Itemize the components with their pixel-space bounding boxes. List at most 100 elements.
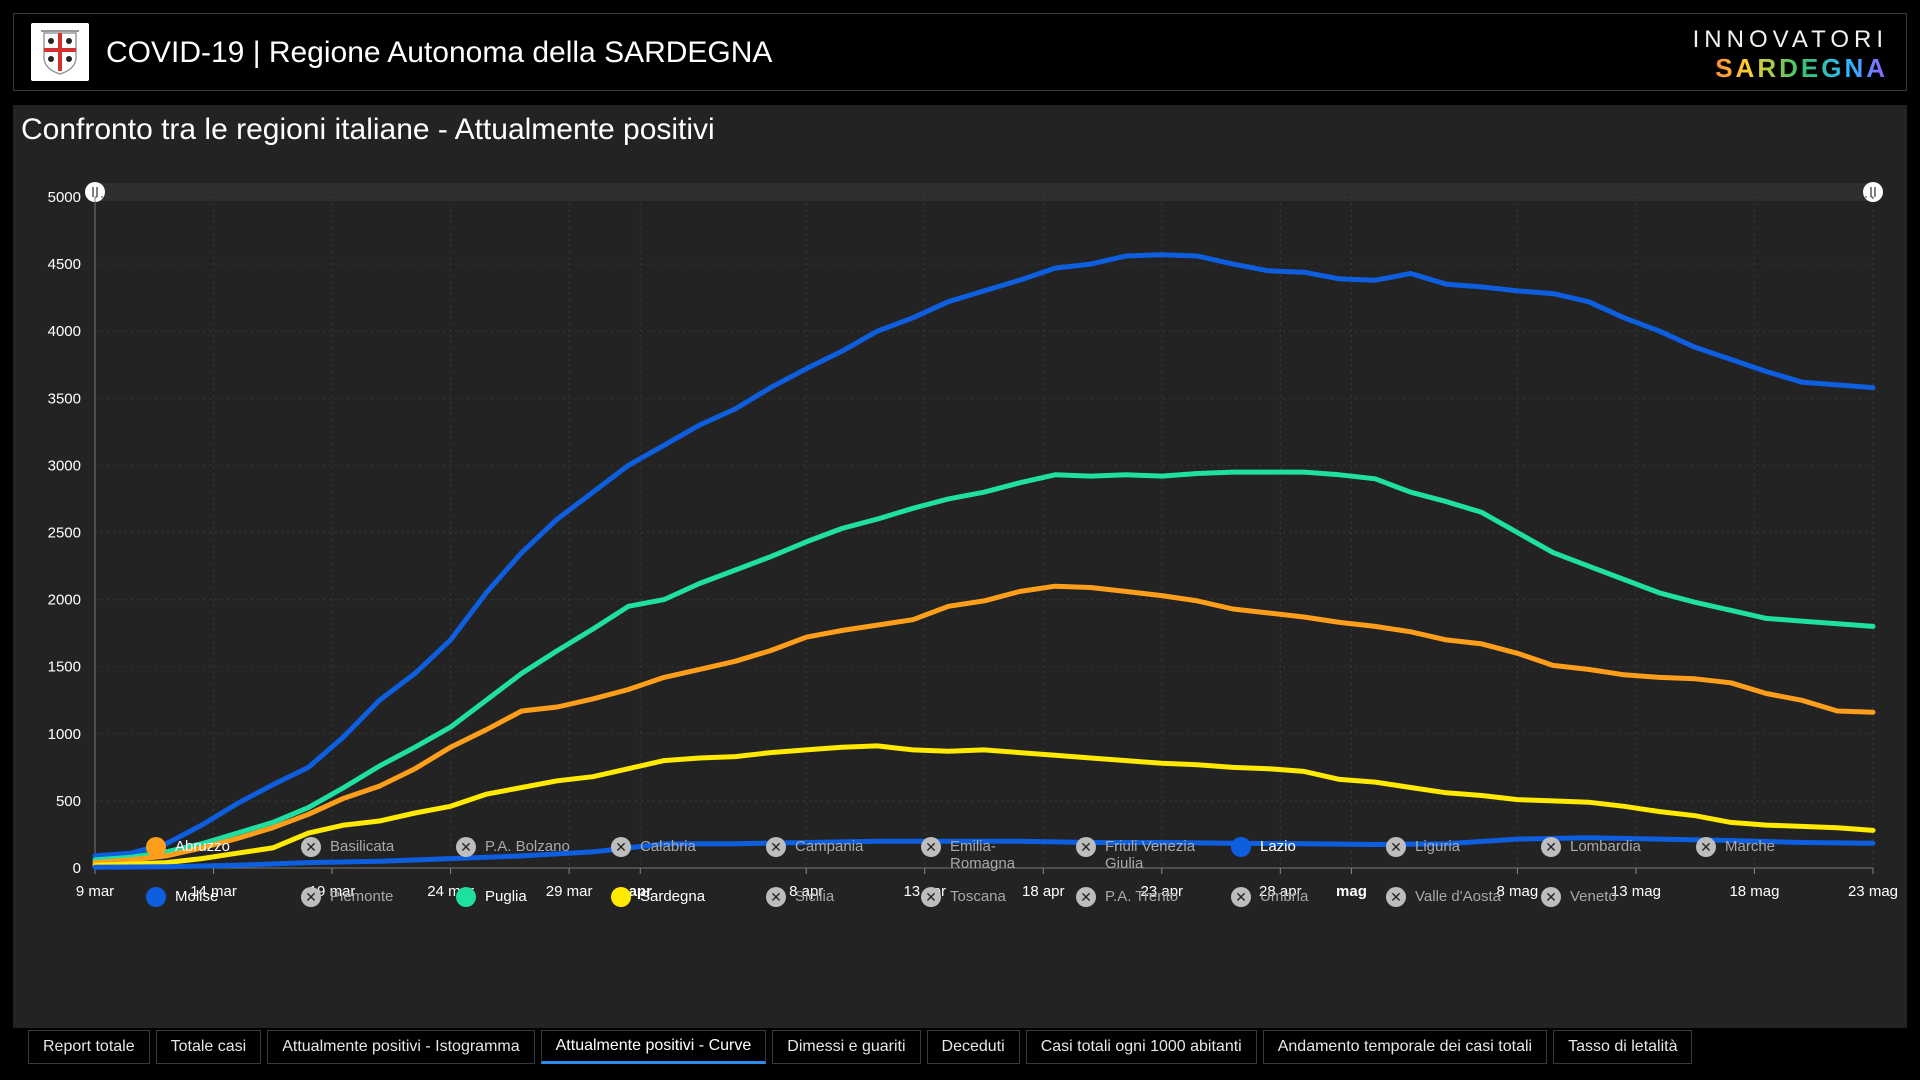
legend-item-emilia-romagna[interactable]: ✕ Emilia-Romagna [921, 837, 1055, 872]
legend-disabled-icon: ✕ [1541, 887, 1561, 907]
legend-item-lazio[interactable]: Lazio [1231, 837, 1365, 857]
legend-label: Valle d'Aosta [1415, 888, 1501, 905]
tab-attualmente-positivi-istogramma[interactable]: Attualmente positivi - Istogramma [267, 1030, 535, 1064]
legend-label: Lazio [1260, 838, 1296, 855]
y-tick-label: 2000 [48, 592, 81, 609]
x-tick-label: 29 mar [546, 883, 593, 900]
y-tick-label: 1000 [48, 726, 81, 743]
legend-disabled-icon: ✕ [1076, 887, 1096, 907]
legend-label: Piemonte [330, 888, 394, 905]
legend-color-dot [611, 887, 631, 907]
legend-disabled-icon: ✕ [301, 837, 321, 857]
legend-item-toscana[interactable]: ✕ Toscana [921, 887, 1055, 907]
tab-report-totale[interactable]: Report totale [28, 1030, 150, 1064]
range-slider-handle-right[interactable] [1863, 182, 1883, 202]
legend-disabled-icon: ✕ [766, 887, 786, 907]
tab-dimessi-e-guariti[interactable]: Dimessi e guariti [772, 1030, 921, 1064]
legend-label: Basilicata [330, 838, 395, 855]
legend-disabled-icon: ✕ [766, 837, 786, 857]
legend-disabled-icon: ✕ [611, 837, 631, 857]
innovatori-sardegna-logo: INNOVATORI SARDEGNA [1693, 28, 1888, 82]
legend-label: Veneto [1570, 888, 1617, 905]
line-chart[interactable]: 0 500 1000 1500 2000 2500 3000 3500 4000 4500 5000… [13, 105, 1907, 1028]
legend-item-p-a-bolzano[interactable]: ✕ P.A. Bolzano [456, 837, 590, 857]
legend-disabled-icon: ✕ [921, 837, 941, 857]
y-tick-label: 3500 [48, 390, 81, 407]
app-title: COVID-19 | Regione Autonoma della SARDEG… [106, 36, 773, 69]
y-tick-label: 500 [56, 793, 81, 810]
tab-deceduti[interactable]: Deceduti [926, 1030, 1020, 1064]
chart-title: Confronto tra le regioni italiane - Attu… [21, 113, 715, 146]
legend-label: Lombardia [1570, 838, 1641, 855]
legend-disabled-icon: ✕ [1076, 837, 1096, 857]
legend-label: Abruzzo [175, 838, 231, 855]
series-line-sardegna[interactable] [92, 743, 1876, 868]
legend-disabled-icon: ✕ [301, 887, 321, 907]
x-tick-label: 14 mar [190, 883, 237, 900]
legend-item-piemonte[interactable]: ✕ Piemonte [301, 887, 435, 907]
app-header: COVID-19 | Regione Autonoma della SARDEG… [13, 13, 1907, 91]
legend-item-p-a-trento[interactable]: ✕ P.A. Trento [1076, 887, 1210, 907]
legend-disabled-icon: ✕ [1386, 887, 1406, 907]
y-tick-label: 4000 [48, 323, 81, 340]
legend-label: Sicilia [795, 888, 835, 905]
x-tick-label: 23 apr [1141, 883, 1184, 900]
series-line-puglia[interactable] [92, 469, 1876, 863]
chart-legend: Abruzzo ✕ Basilicata ✕ P.A. Bolzano ✕ Calabria… [13, 105, 1907, 1028]
y-tick-label: 2500 [48, 525, 81, 542]
legend-item-veneto[interactable]: ✕ Veneto [1541, 887, 1675, 907]
y-tick-label: 4500 [48, 256, 81, 273]
y-tick-label: 5000 [48, 189, 81, 206]
legend-label: Calabria [640, 838, 696, 855]
series-line-lazio[interactable] [92, 252, 1876, 859]
legend-item-valle-d-aosta[interactable]: ✕ Valle d'Aosta [1386, 887, 1520, 907]
chart-panel: Confronto tra le regioni italiane - Attu… [13, 105, 1907, 1028]
legend-item-molise[interactable]: Molise [146, 887, 280, 907]
legend-item-campania[interactable]: ✕ Campania [766, 837, 900, 857]
legend-label: Emilia-Romagna [950, 838, 1016, 872]
tab-casi-totali-ogni-1000-abitanti[interactable]: Casi totali ogni 1000 abitanti [1025, 1030, 1257, 1064]
tab-andamento-temporale-dei-casi-totali[interactable]: Andamento temporale dei casi totali [1262, 1030, 1548, 1064]
legend-item-abruzzo[interactable]: Abruzzo [146, 837, 280, 857]
legend-label: Umbria [1260, 888, 1309, 905]
legend-label: P.A. Bolzano [485, 838, 570, 855]
legend-item-marche[interactable]: ✕ Marche [1696, 837, 1830, 857]
range-slider-handle-left[interactable] [85, 182, 105, 202]
legend-item-basilicata[interactable]: ✕ Basilicata [301, 837, 435, 857]
legend-color-dot [146, 837, 166, 857]
x-tick-label: apr [629, 883, 653, 900]
legend-item-lombardia[interactable]: ✕ Lombardia [1541, 837, 1675, 857]
legend-item-friuli-venezia-giulia[interactable]: ✕ Friuli Venezia Giulia [1076, 837, 1210, 872]
tab-totale-casi[interactable]: Totale casi [155, 1030, 262, 1064]
legend-disabled-icon: ✕ [1541, 837, 1561, 857]
legend-disabled-icon: ✕ [1386, 837, 1406, 857]
legend-item-sicilia[interactable]: ✕ Sicilia [766, 887, 900, 907]
x-tick-label: 28 apr [1259, 883, 1302, 900]
legend-disabled-icon: ✕ [1696, 837, 1716, 857]
x-tick-label: 23 mag [1848, 883, 1898, 900]
legend-item-umbria[interactable]: ✕ Umbria [1231, 887, 1365, 907]
sardegna-coat-of-arms-logo [31, 23, 89, 81]
legend-item-puglia[interactable]: Puglia [456, 887, 590, 907]
legend-item-sardegna[interactable]: Sardegna [611, 887, 745, 907]
x-tick-label: 8 mag [1497, 883, 1539, 900]
legend-color-dot [146, 887, 166, 907]
legend-label: P.A. Trento [1105, 888, 1179, 905]
brand-bottom-text: SARDEGNA [1693, 55, 1888, 81]
tab-attualmente-positivi-curve[interactable]: Attualmente positivi - Curve [540, 1030, 767, 1064]
tab-tasso-di-letalit[interactable]: Tasso di letalità [1553, 1030, 1693, 1064]
x-tick-label: 18 mag [1729, 883, 1779, 900]
legend-label: Friuli Venezia Giulia [1105, 838, 1196, 872]
x-tick-label: 13 mag [1611, 883, 1661, 900]
series-line-abruzzo[interactable] [92, 583, 1876, 866]
legend-label: Molise [175, 888, 219, 905]
legend-color-dot [1231, 837, 1251, 857]
series-line-molise[interactable] [92, 835, 1876, 870]
range-slider-track [95, 183, 1873, 201]
legend-color-dot [456, 887, 476, 907]
legend-item-liguria[interactable]: ✕ Liguria [1386, 837, 1520, 857]
y-tick-label: 3000 [48, 457, 81, 474]
legend-disabled-icon: ✕ [1231, 887, 1251, 907]
legend-item-calabria[interactable]: ✕ Calabria [611, 837, 745, 857]
x-tick-label: 9 mar [76, 883, 114, 900]
